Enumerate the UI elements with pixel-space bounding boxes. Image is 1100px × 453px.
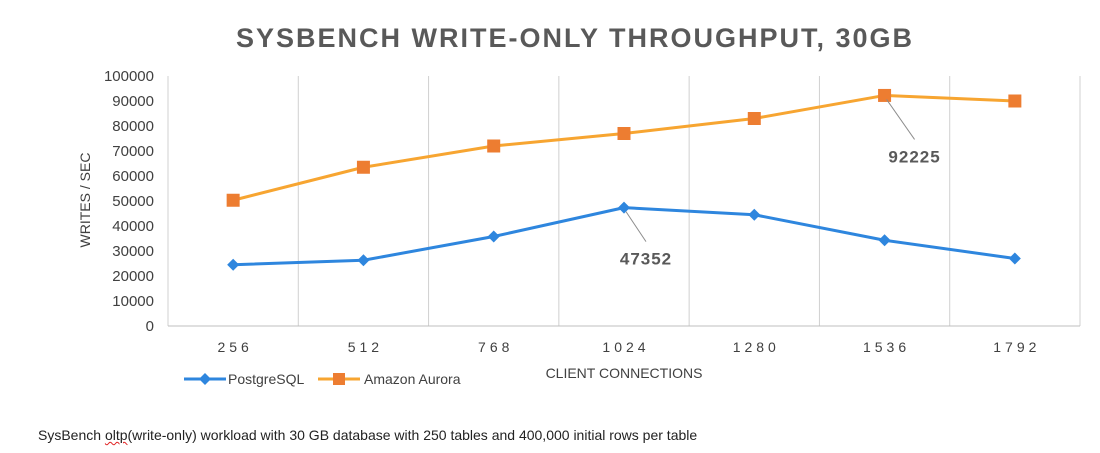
caption-flagged-word: oltp — [104, 427, 128, 443]
annotation-leader — [886, 99, 915, 140]
data-point-amazon-aurora — [1008, 94, 1022, 108]
series-layer — [226, 88, 1022, 271]
annotations: 47352 92225 — [620, 99, 940, 269]
caption-suffix: (write-only) workload with 30 GB databas… — [127, 427, 698, 443]
data-point-postgresql — [878, 234, 891, 247]
x-tick-label: 512 — [348, 339, 383, 355]
x-tick-label: 768 — [478, 339, 513, 355]
y-tick-label: 40000 — [112, 218, 154, 235]
y-tick-label: 20000 — [112, 268, 154, 285]
caption-prefix: SysBench — [38, 427, 105, 443]
data-point-postgresql — [487, 230, 500, 243]
chart-title: SYSBENCH WRITE-ONLY THROUGHPUT, 30GB — [236, 23, 914, 53]
series-postgresql — [227, 201, 1021, 271]
legend-marker-postgresql — [199, 373, 211, 385]
data-point-postgresql — [227, 258, 240, 271]
figure-caption: SysBench oltp(write-only) workload with … — [38, 427, 697, 443]
data-point-amazon-aurora — [226, 193, 240, 207]
y-tick-label: 80000 — [112, 118, 154, 135]
series-amazon-aurora — [226, 88, 1022, 207]
y-tick-label: 60000 — [112, 168, 154, 185]
y-tick-label: 70000 — [112, 143, 154, 160]
y-tick-label: 90000 — [112, 93, 154, 110]
data-point-postgresql — [1008, 252, 1021, 265]
data-point-postgresql — [618, 201, 630, 214]
x-tick-label: 1792 — [993, 339, 1040, 355]
y-tick-label: 10000 — [112, 293, 154, 310]
gridlines — [167, 76, 1081, 327]
data-point-amazon-aurora — [487, 139, 501, 153]
data-point-postgresql — [748, 208, 761, 221]
y-tick-label: 50000 — [112, 193, 154, 210]
y-axis-label: WRITES / SEC — [77, 153, 93, 248]
legend-marker-aurora — [333, 373, 345, 385]
annotation-label: 47352 — [620, 250, 672, 269]
x-axis-ticks: 256 512 768 1024 1280 1536 1792 — [217, 339, 1040, 355]
annotation-label: 92225 — [888, 147, 940, 166]
x-tick-label: 1280 — [733, 339, 780, 355]
legend: PostgreSQL Amazon Aurora — [184, 371, 461, 387]
data-point-amazon-aurora — [617, 127, 631, 140]
legend-label-aurora: Amazon Aurora — [364, 371, 461, 387]
y-axis-ticks: 0 10000 20000 30000 40000 50000 60000 70000 8000… — [104, 68, 154, 335]
data-point-amazon-aurora — [356, 160, 370, 174]
data-point-postgresql — [357, 254, 370, 267]
y-tick-label: 0 — [146, 318, 154, 335]
x-axis-label: CLIENT CONNECTIONS — [546, 365, 703, 381]
line-chart: SYSBENCH WRITE-ONLY THROUGHPUT, 30GB 0 10… — [77, 23, 1081, 387]
y-tick-label: 30000 — [112, 243, 154, 260]
x-tick-label: 1024 — [602, 339, 649, 355]
annotation-leader — [625, 211, 647, 242]
data-point-amazon-aurora — [747, 112, 761, 125]
legend-label-postgresql: PostgreSQL — [228, 371, 304, 387]
data-point-amazon-aurora — [878, 88, 892, 102]
y-tick-label: 100000 — [104, 68, 154, 85]
x-tick-label: 256 — [217, 339, 252, 355]
x-tick-label: 1536 — [863, 339, 910, 355]
